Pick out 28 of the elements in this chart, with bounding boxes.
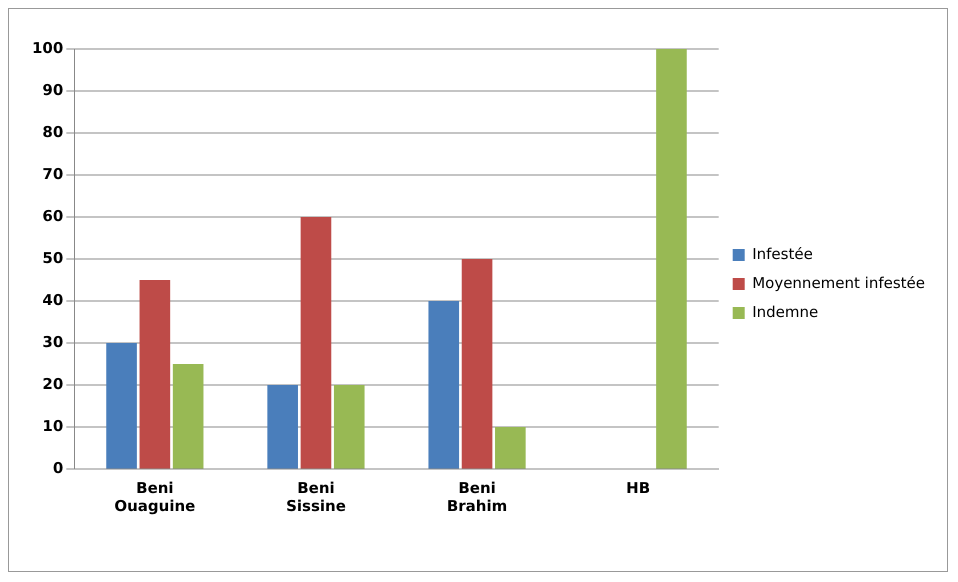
y-tick-label: 50 xyxy=(42,248,64,267)
legend-label: Moyennement infestée xyxy=(752,274,926,292)
bar xyxy=(300,217,332,468)
bar xyxy=(140,280,170,468)
legend-label: Indemne xyxy=(752,302,818,321)
y-tick-label: 10 xyxy=(42,416,64,435)
y-tick-label: 80 xyxy=(42,122,64,141)
bar xyxy=(334,385,365,468)
y-tick-label: 20 xyxy=(42,374,64,393)
y-tick-label: 90 xyxy=(42,80,64,99)
y-tick-label: 30 xyxy=(42,332,64,351)
bar xyxy=(267,385,298,468)
bar xyxy=(172,364,204,468)
y-tick-label: 60 xyxy=(42,206,64,225)
y-tick-label: 0 xyxy=(52,458,64,477)
y-tick-label: 70 xyxy=(42,164,64,183)
x-tick-label: Beni Brahim xyxy=(446,478,508,515)
x-tick-label: Beni Sissine xyxy=(286,478,346,515)
y-tick-label: 40 xyxy=(42,290,64,309)
bar xyxy=(656,49,687,468)
legend-label: Infestée xyxy=(752,244,813,263)
bar xyxy=(106,343,137,468)
bar xyxy=(495,427,526,468)
x-tick-label: HB xyxy=(626,478,650,497)
y-tick-label: 100 xyxy=(32,38,64,57)
bar xyxy=(428,301,460,468)
bar xyxy=(462,259,492,468)
x-tick-label: Beni Ouaguine xyxy=(114,478,196,515)
